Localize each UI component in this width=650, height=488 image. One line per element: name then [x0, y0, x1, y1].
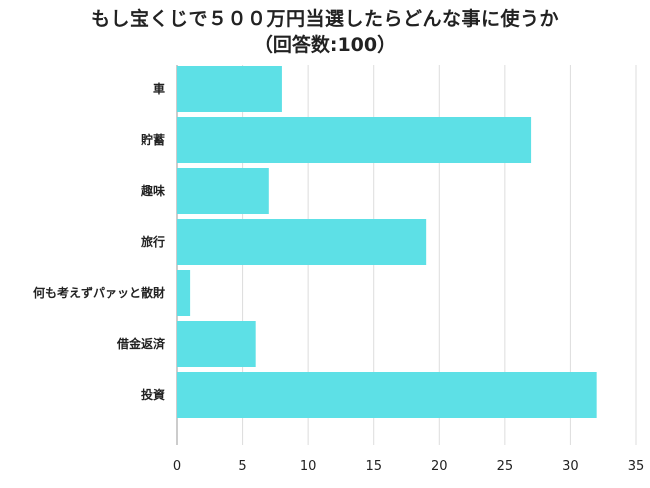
bar	[177, 117, 532, 163]
bar	[177, 168, 269, 214]
x-tick-label: 0	[173, 459, 181, 474]
x-tick-label: 30	[562, 459, 579, 474]
x-tick-label: 20	[431, 459, 448, 474]
title-block: もし宝くじで５００万円当選したらどんな事に使うか （回答数:100）	[0, 0, 650, 58]
bar	[177, 270, 191, 316]
bar	[177, 372, 597, 418]
x-tick-label: 5	[238, 459, 246, 474]
x-tick-label: 25	[497, 459, 514, 474]
x-tick-label: 10	[300, 459, 317, 474]
chart-subtitle: （回答数:100）	[253, 34, 397, 56]
x-axis-ticks: 0 5 10 15 20 25 30 35	[173, 459, 644, 474]
x-tick-label: 35	[628, 459, 645, 474]
x-tick-label: 15	[365, 459, 382, 474]
category-label: 借金返済	[116, 336, 166, 351]
category-label: 趣味	[140, 183, 165, 198]
category-label: 車	[153, 81, 165, 96]
bar	[177, 66, 282, 112]
bars	[177, 66, 597, 418]
chart-title: もし宝くじで５００万円当選したらどんな事に使うか	[90, 8, 559, 30]
category-label: 旅行	[141, 234, 165, 249]
category-label: 貯蓄	[141, 132, 165, 147]
category-label: 何も考えずパァッと散財	[33, 285, 165, 300]
category-label: 投資	[141, 387, 165, 402]
bar	[177, 219, 427, 265]
bar	[177, 321, 256, 367]
